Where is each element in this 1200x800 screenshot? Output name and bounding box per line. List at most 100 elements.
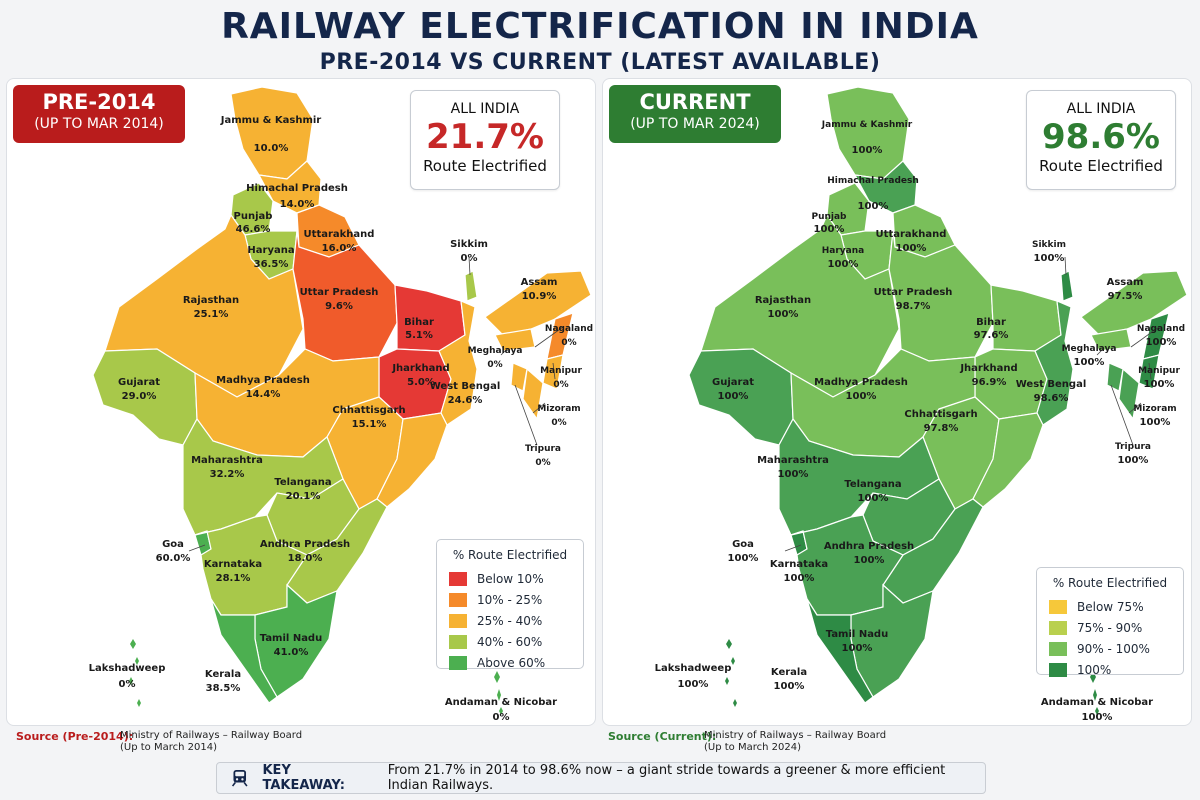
value-rajasthan: 100%	[768, 309, 799, 320]
value-andaman-nicobar: 0%	[493, 712, 510, 723]
value-tripura: 0%	[535, 458, 550, 468]
label-madhya-pradesh: Madhya Pradesh	[814, 377, 908, 388]
value-uttarakhand: 100%	[896, 243, 927, 254]
label-maharashtra: Maharashtra	[757, 455, 829, 466]
region-tripura	[510, 362, 528, 392]
label-bihar: Bihar	[976, 317, 1006, 328]
label-jharkhand: Jharkhand	[959, 363, 1017, 374]
label-bihar: Bihar	[404, 317, 434, 328]
value-punjab: 46.6%	[236, 224, 271, 235]
region-uttar-pradesh	[888, 230, 994, 362]
value-nagaland: 0%	[561, 338, 576, 348]
label-himachal-pradesh: Himachal Pradesh	[827, 176, 919, 186]
label-haryana: Haryana	[247, 245, 294, 256]
legend-swatch	[449, 571, 467, 586]
region-kerala	[210, 598, 278, 704]
value-gujarat: 100%	[718, 391, 749, 402]
legend-label: Below 75%	[1077, 599, 1144, 614]
pre-2014-map: Jammu & Kashmir 10.0% Himachal Pradesh 1…	[89, 86, 593, 723]
label-manipur: Manipur	[540, 366, 582, 376]
label-uttar-pradesh: Uttar Pradesh	[300, 287, 379, 298]
region-kerala	[806, 598, 874, 704]
value-telangana: 100%	[858, 493, 889, 504]
value-jharkhand: 96.9%	[972, 377, 1007, 388]
label-gujarat: Gujarat	[712, 377, 754, 388]
value-lakshadweep: 100%	[678, 679, 709, 690]
value-gujarat: 29.0%	[122, 391, 157, 402]
legend-item: 25% - 40%	[437, 610, 583, 631]
label-maharashtra: Maharashtra	[191, 455, 263, 466]
value-tamil-nadu: 41.0%	[274, 647, 309, 658]
current-panel: Jammu & Kashmir 100% Himachal Pradesh 10…	[602, 78, 1192, 726]
pre-2014-tag: PRE-2014 (UP TO MAR 2014)	[13, 85, 185, 143]
legend-swatch	[1049, 620, 1067, 635]
label-goa: Goa	[162, 539, 184, 550]
source-label: Source (Pre-2014):	[16, 730, 134, 743]
region-manipur	[1138, 354, 1160, 390]
value-haryana: 100%	[828, 259, 859, 270]
value-uttarakhand: 16.0%	[322, 243, 357, 254]
legend-label: Above 60%	[477, 655, 546, 670]
value-telangana: 20.1%	[286, 491, 321, 502]
legend-swatch	[449, 613, 467, 628]
label-chhattisgarh: Chhattisgarh	[904, 409, 977, 420]
pre-2014-panel: Jammu & Kashmir 10.0% Himachal Pradesh 1…	[6, 78, 596, 726]
value-sikkim: 100%	[1034, 253, 1065, 264]
region-mizoram	[522, 367, 544, 421]
label-assam: Assam	[1107, 277, 1144, 288]
legend-swatch	[449, 592, 467, 607]
legend-item: Below 10%	[437, 568, 583, 589]
label-uttarakhand: Uttarakhand	[304, 229, 375, 240]
legend-label: 100%	[1077, 662, 1112, 677]
current-all-india-box: ALL INDIA 98.6% Route Electrified	[1026, 90, 1176, 190]
value-chhattisgarh: 97.8%	[924, 423, 959, 434]
value-himachal-pradesh: 14.0%	[280, 199, 315, 210]
legend-item: 40% - 60%	[437, 631, 583, 652]
value-nagaland: 100%	[1146, 337, 1177, 348]
value-uttar-pradesh: 9.6%	[325, 301, 353, 312]
label-tamil-nadu: Tamil Nadu	[826, 629, 888, 640]
label-kerala: Kerala	[771, 667, 807, 678]
value-bihar: 97.6%	[974, 330, 1009, 341]
label-mizoram: Mizoram	[1133, 404, 1176, 414]
label-assam: Assam	[521, 277, 558, 288]
route-electrified-label: Route Electrified	[1039, 157, 1163, 175]
value-uttar-pradesh: 98.7%	[896, 301, 931, 312]
legend-item: 90% - 100%	[1037, 638, 1183, 659]
all-india-value: 21.7%	[426, 117, 544, 157]
page-subtitle: PRE-2014 VS CURRENT (LATEST AVAILABLE)	[319, 50, 881, 75]
label-tripura: Tripura	[1115, 442, 1151, 452]
source-line-2: (Up to March 2024)	[704, 742, 801, 753]
label-sikkim: Sikkim	[1032, 240, 1066, 250]
current-tag-subtitle: (UP TO MAR 2024)	[630, 116, 760, 132]
value-tamil-nadu: 100%	[842, 643, 873, 654]
value-tripura: 100%	[1118, 455, 1149, 466]
legend-label: 25% - 40%	[477, 613, 543, 628]
value-meghalaya: 0%	[487, 360, 502, 370]
value-karnataka: 28.1%	[216, 573, 251, 584]
pre-2014-tag-title: PRE-2014	[42, 90, 156, 114]
source-line-1: Ministry of Railways – Railway Board	[704, 730, 887, 741]
page-title: RAILWAY ELECTRIFICATION IN INDIA	[221, 6, 979, 47]
legend-title: % Route Electrified	[452, 548, 568, 562]
source-line-1: Ministry of Railways – Railway Board	[120, 730, 303, 741]
label-west-bengal: West Bengal	[1016, 379, 1087, 390]
value-manipur: 0%	[553, 380, 568, 390]
region-jammu-kashmir	[230, 86, 314, 180]
legend-swatch	[1049, 599, 1067, 614]
value-andaman-nicobar: 100%	[1082, 712, 1113, 723]
value-andhra-pradesh: 18.0%	[288, 553, 323, 564]
value-jammu-kashmir: 100%	[852, 145, 883, 156]
label-nagaland: Nagaland	[545, 324, 593, 334]
label-meghalaya: Meghalaya	[1062, 344, 1117, 354]
legend-item: Above 60%	[437, 652, 583, 673]
label-punjab: Punjab	[234, 211, 273, 222]
value-west-bengal: 98.6%	[1034, 393, 1069, 404]
region-odisha	[972, 412, 1044, 508]
value-jharkhand: 5.0%	[407, 377, 435, 388]
label-andaman-nicobar: Andaman & Nicobar	[1041, 697, 1153, 708]
legend-item: 100%	[1037, 659, 1183, 680]
source-text: Ministry of Railways – Railway Board (Up …	[120, 730, 302, 754]
label-jammu-kashmir: Jammu & Kashmir	[220, 115, 322, 126]
train-icon	[231, 769, 248, 787]
